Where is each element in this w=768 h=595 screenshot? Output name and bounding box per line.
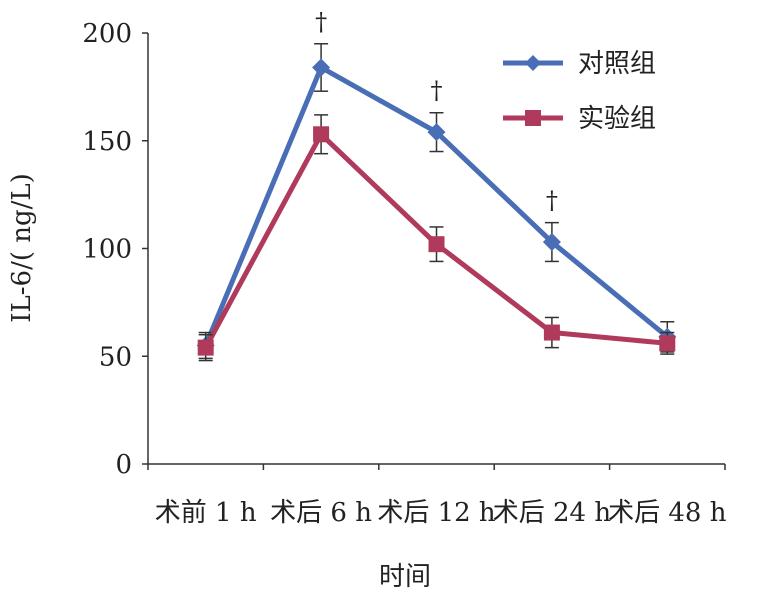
- series-layer: [196, 43, 677, 362]
- significance-marker: †: [315, 8, 327, 36]
- y-tick-label: 100: [82, 235, 132, 265]
- legend-marker: [525, 55, 541, 71]
- data-point: [427, 123, 446, 142]
- x-tick-label: 术后 12 h: [377, 498, 496, 528]
- y-tick-label: 150: [82, 127, 132, 157]
- y-tick-label: 0: [115, 450, 132, 480]
- series-2: [197, 114, 676, 362]
- x-tick-label: 术后 48 h: [608, 498, 727, 528]
- x-axis-label: 时间: [379, 562, 431, 592]
- data-point: [659, 335, 676, 352]
- y-tick-label: 50: [99, 342, 132, 372]
- legend-label: 对照组: [578, 49, 656, 79]
- y-axis-label: IL-6/( ng/L): [7, 173, 37, 323]
- x-tick-label: 术前 1 h: [155, 498, 257, 528]
- significance-marker: †: [546, 187, 558, 215]
- legend-label: 实验组: [578, 104, 656, 134]
- x-axis-ticks: 术前 1 h 术后 6 h 术后 12 h术后 24 h术后 48 h: [147, 464, 727, 528]
- significance-marker: †: [431, 77, 443, 105]
- y-tick-label: 200: [82, 19, 132, 49]
- y-axis-ticks: 0 50 100 150 200: [82, 19, 148, 480]
- data-point: [313, 126, 330, 143]
- legend-marker: [525, 110, 541, 126]
- data-point: [542, 233, 561, 252]
- data-point: [312, 58, 331, 77]
- data-point: [197, 339, 214, 356]
- legend-item: 对照组: [503, 49, 656, 79]
- data-point: [543, 324, 560, 341]
- legend-item: 实验组: [503, 104, 656, 134]
- significance-markers: † † †: [315, 8, 558, 215]
- data-point: [428, 236, 445, 253]
- x-tick-label: 术后 6 h: [270, 498, 372, 528]
- x-tick-label: 术后 24 h: [493, 498, 612, 528]
